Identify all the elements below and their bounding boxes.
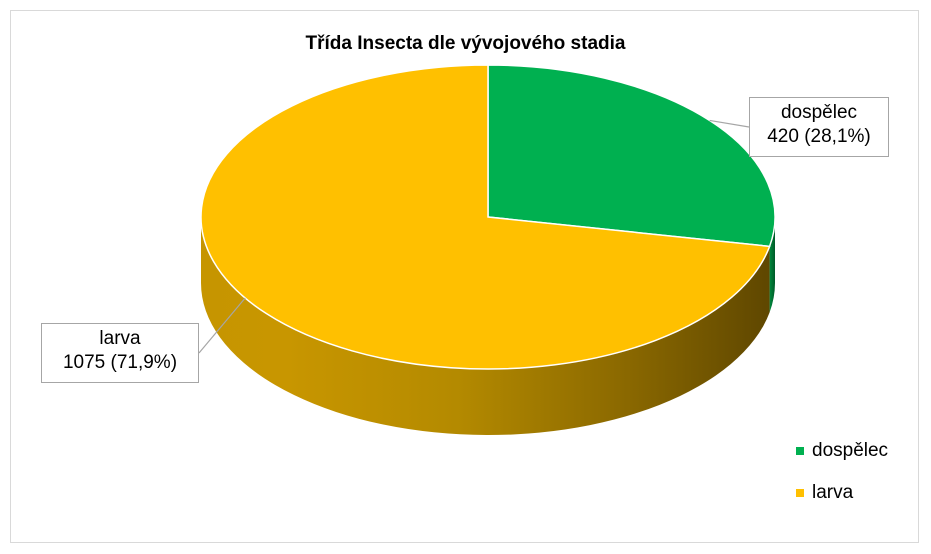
legend-item-dospelec[interactable]: dospělec [796,439,888,463]
legend-swatch-larva [796,489,804,497]
data-label-larva: larva 1075 (71,9%) [41,323,199,383]
data-label-larva-name: larva [99,328,141,349]
pie-side-larva [201,217,770,436]
pie-sides [201,217,775,436]
legend-label-dospelec: dospělec [812,440,889,461]
data-label-larva-value: 1075 (71,9%) [62,352,178,373]
chart-area: Třída Insecta dle vývojového stadia dosp… [10,10,919,543]
data-label-dospelec-value: 420 (28,1%) [767,126,871,147]
pie-slice-dospělec [487,64,776,248]
chart-title: Třída Insecta dle vývojového stadia [305,33,626,54]
pie-slice-larva [200,64,771,370]
pie-leaders [198,119,750,354]
legend-swatch-dospelec [796,447,804,455]
data-label-dospelec-name: dospělec [780,102,858,123]
data-label-dospelec: dospělec 420 (28,1%) [749,97,889,157]
pie-side-dospělec [769,217,775,313]
pie-tops [200,64,776,370]
leader-line-larva [198,297,246,354]
pie-chart [198,64,776,436]
legend-item-larva[interactable]: larva [796,481,888,505]
leader-line-dospělec [709,119,750,128]
legend: dospělec larva [796,439,888,523]
legend-label-larva: larva [812,482,854,503]
